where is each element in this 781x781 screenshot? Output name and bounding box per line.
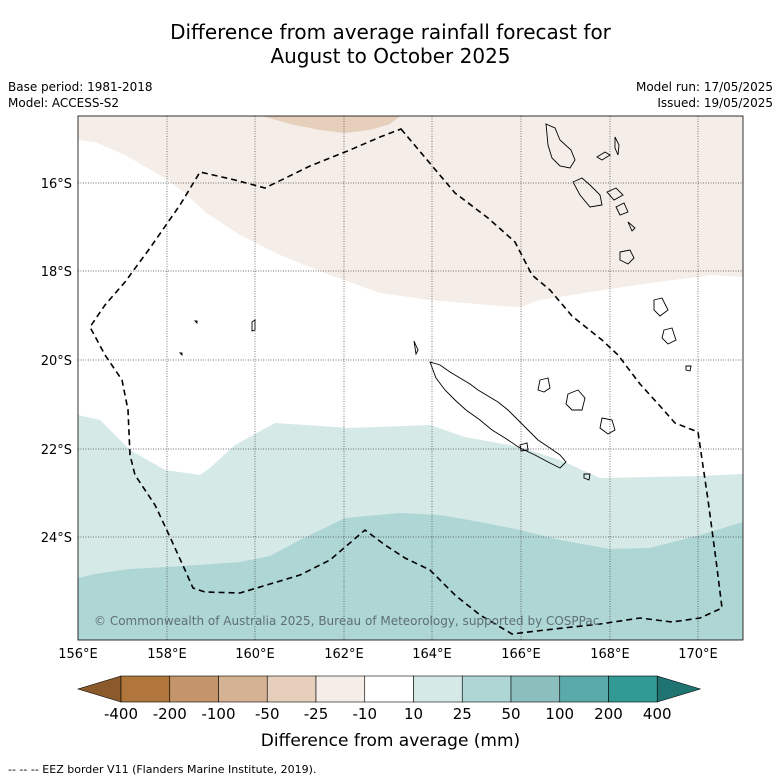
colorbar-segment — [218, 675, 268, 703]
colorbar-tick-label: 400 — [642, 705, 672, 723]
pale-brown-region — [78, 116, 743, 307]
title-line-2: August to October 2025 — [270, 44, 511, 68]
lat-label: 16°S — [41, 177, 72, 192]
colorbar-tick-label: -200 — [152, 705, 187, 723]
model-name: Model: ACCESS-S2 — [8, 96, 120, 110]
colorbar-tick-label: -50 — [255, 705, 280, 723]
colorbar-segment — [315, 675, 366, 703]
model-run: Model run: 17/05/2025 — [635, 80, 773, 94]
colorbar-segment — [413, 675, 463, 703]
lon-labels: 156°E 158°E 160°E 162°E 164°E 166°E 168°… — [58, 647, 718, 662]
colorbar-tick-label: 200 — [594, 705, 623, 723]
colorbar-segment — [608, 675, 658, 703]
lon-label: 168°E — [590, 647, 630, 662]
light-brown-patch — [262, 116, 400, 133]
eez-border — [89, 128, 723, 635]
lat-label: 18°S — [41, 265, 72, 280]
colorbar-tick-label: 50 — [501, 705, 521, 723]
lon-label: 160°E — [235, 647, 275, 662]
colorbar-tick-label: 25 — [452, 705, 472, 723]
lon-label: 158°E — [147, 647, 187, 662]
base-period: Base period: 1981-2018 — [8, 80, 153, 94]
issued-date: Issued: 19/05/2025 — [657, 96, 773, 110]
colorbar-title: Difference from average (mm) — [260, 731, 521, 751]
colorbar-tick-label: 100 — [545, 705, 575, 723]
lon-label: 170°E — [678, 647, 718, 662]
lat-label: 22°S — [41, 443, 72, 458]
map-title: Difference from average rainfall forecas… — [0, 20, 781, 68]
colorbar-tick-label: -25 — [303, 705, 329, 723]
colorbar-segment — [364, 675, 414, 703]
colorbar-segment — [169, 675, 219, 703]
gridlines — [78, 116, 743, 640]
colorbar-tick-label: -400 — [103, 705, 139, 723]
lat-labels: 16°S 18°S 20°S 22°S 24°S — [41, 177, 72, 546]
new-caledonia-islands — [413, 340, 616, 481]
colorbar-tick-label: 10 — [403, 705, 424, 723]
colorbar-segment — [461, 675, 512, 703]
eez-legend-note: -- -- -- EEZ border V11 (Flanders Marine… — [8, 763, 317, 776]
colorbar-segment — [266, 675, 317, 703]
colorbar-segment — [120, 675, 171, 703]
lon-label: 156°E — [58, 647, 98, 662]
small-islands — [178, 319, 256, 357]
colorbar-segment — [559, 675, 609, 703]
colorbar-tick-label: -10 — [352, 705, 378, 723]
map-area — [78, 116, 743, 640]
colorbar-segment — [510, 675, 561, 703]
colorbar-extension-low — [76, 675, 122, 703]
meta-right: Model run: 17/05/2025 Issued: 19/05/2025 — [636, 79, 773, 111]
lon-label: 162°E — [324, 647, 364, 662]
lat-label: 24°S — [41, 531, 72, 546]
lon-label: 166°E — [501, 647, 541, 662]
vanuatu-islands — [545, 123, 692, 372]
lon-label: 164°E — [412, 647, 452, 662]
copyright-credit: © Commonwealth of Australia 2025, Bureau… — [94, 614, 600, 628]
mid-teal-region — [78, 513, 743, 640]
colorbar-tick-label: -100 — [201, 705, 236, 723]
lat-label: 20°S — [41, 354, 72, 369]
map-frame — [77, 115, 744, 641]
colorbar — [76, 675, 702, 703]
title-line-1: Difference from average rainfall forecas… — [170, 20, 611, 44]
colorbar-extension-high — [656, 675, 702, 703]
meta-left: Base period: 1981-2018 Model: ACCESS-S2 — [8, 79, 153, 111]
